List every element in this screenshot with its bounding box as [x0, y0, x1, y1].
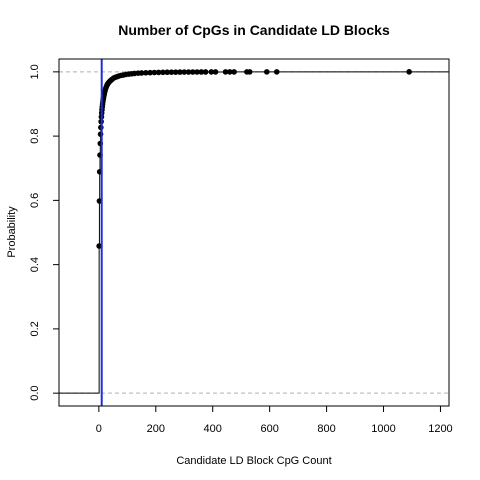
data-point [177, 69, 183, 75]
x-axis: 0 200 400 600 800 1000 1200 [96, 405, 453, 435]
y-tick-label: 0.6 [29, 193, 41, 208]
data-point [181, 69, 188, 75]
x-tick-label: 600 [260, 423, 278, 435]
y-axis: 0.0 0.2 0.4 0.6 0.8 1.0 [29, 64, 60, 401]
y-tick-label: 0.8 [29, 128, 41, 143]
x-tick-label: 400 [204, 423, 222, 435]
data-point [231, 69, 237, 75]
x-axis-label: Candidate LD Block CpG Count [176, 455, 331, 467]
data-point [198, 69, 205, 75]
data-point [273, 69, 280, 75]
y-tick-label: 0.4 [29, 257, 41, 272]
y-tick-label: 1.0 [29, 64, 41, 79]
data-point [246, 69, 253, 75]
x-tick-label: 1200 [428, 423, 452, 435]
data-point [264, 69, 270, 75]
data-point [222, 69, 229, 75]
data-point [406, 69, 412, 75]
y-tick-label: 0.2 [29, 321, 41, 336]
data-point [164, 69, 170, 76]
data-point [143, 70, 149, 76]
data-point [168, 69, 175, 75]
y-tick-label: 0.0 [29, 385, 41, 400]
data-point [138, 70, 145, 76]
data-point [189, 69, 196, 75]
x-tick-label: 0 [96, 423, 102, 435]
data-point [96, 243, 102, 249]
data-point [155, 69, 162, 76]
y-axis-label: Probability [6, 206, 18, 258]
data-point [160, 69, 166, 76]
data-point [185, 69, 192, 75]
data-point [172, 69, 179, 75]
data-point [212, 69, 219, 75]
data-point [147, 69, 153, 76]
data-point [227, 69, 233, 75]
data-point [194, 69, 200, 75]
data-point [208, 69, 215, 75]
x-tick-label: 200 [147, 423, 165, 435]
data-point [151, 69, 158, 76]
data-point [202, 69, 209, 75]
x-tick-label: 800 [317, 423, 335, 435]
x-tick-label: 1000 [371, 423, 395, 435]
chart-title: Number of CpGs in Candidate LD Blocks [118, 22, 390, 38]
